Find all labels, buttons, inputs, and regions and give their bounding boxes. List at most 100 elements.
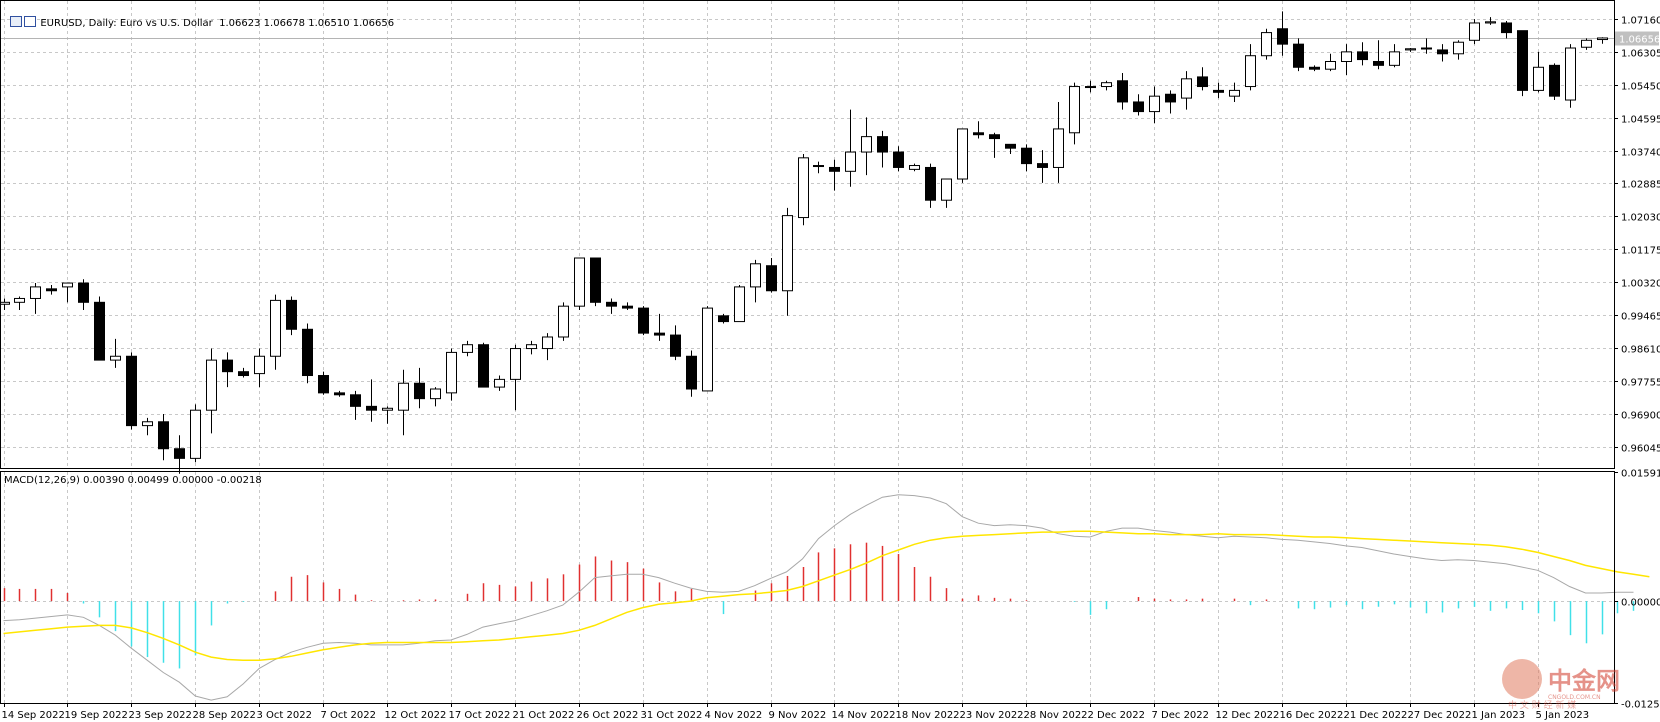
candle-body-bear xyxy=(478,344,489,388)
candle xyxy=(558,302,569,341)
candle xyxy=(494,375,505,391)
y-tick-label: 1.04595 xyxy=(1621,115,1660,126)
x-tick-label: 18 Nov 2022 xyxy=(896,710,960,721)
candle xyxy=(574,257,585,311)
candle xyxy=(190,404,201,463)
x-tick-label: 23 Sep 2022 xyxy=(129,710,192,721)
candle xyxy=(1453,40,1464,60)
x-tick-label: 7 Oct 2022 xyxy=(321,710,376,721)
candle xyxy=(638,306,649,336)
candle xyxy=(1501,21,1512,39)
candle-body-bear xyxy=(989,134,1000,140)
macd-line xyxy=(3,494,1634,701)
candle-body-bull xyxy=(430,388,441,400)
candle-body-bull xyxy=(270,299,281,357)
chart-header: EURUSD, Daily: Euro vs U.S. Dollar 1.066… xyxy=(4,5,394,29)
candle-body-bull xyxy=(1405,48,1416,51)
candle-body-bear xyxy=(318,375,329,394)
candle xyxy=(1149,86,1160,124)
candle-body-bull xyxy=(1261,32,1272,57)
candle-body-bull xyxy=(462,344,473,353)
candle xyxy=(1357,42,1368,66)
candle-body-bull xyxy=(909,165,920,170)
candle-body-bear xyxy=(222,359,233,373)
x-tick-label: 28 Sep 2022 xyxy=(193,710,256,721)
candle xyxy=(286,296,297,336)
candle xyxy=(813,161,824,174)
candle xyxy=(1533,51,1544,93)
symbol-description: Euro vs U.S. Dollar xyxy=(119,18,213,29)
x-tick-label: 14 Sep 2022 xyxy=(2,710,65,721)
candle xyxy=(270,294,281,370)
candle xyxy=(1277,11,1288,56)
candle-body-bull xyxy=(0,301,10,305)
candle-body-bull xyxy=(1069,86,1080,134)
candle xyxy=(1197,67,1208,91)
x-tick-label: 26 Oct 2022 xyxy=(577,710,639,721)
y-tick-label: 1.05450 xyxy=(1621,82,1660,93)
watermark-site: CNGOLD.COM.CN xyxy=(1548,694,1601,701)
macd-pane[interactable] xyxy=(3,494,1650,701)
candle-body-bear xyxy=(238,371,249,377)
candle xyxy=(94,296,105,361)
candle xyxy=(366,379,377,422)
candle xyxy=(0,298,10,311)
candle-body-bear xyxy=(1517,30,1528,91)
candle xyxy=(1229,82,1240,102)
x-tick-label: 17 Oct 2022 xyxy=(449,710,511,721)
y-tick-label: 0.97755 xyxy=(1621,378,1660,389)
watermark-brand: 中金网 xyxy=(1548,667,1620,695)
candle xyxy=(622,302,633,311)
candle xyxy=(158,414,169,461)
candle-body-bear xyxy=(1373,60,1384,66)
candle-body-bear xyxy=(654,332,665,336)
candle-body-bear xyxy=(94,301,105,361)
candle xyxy=(334,390,345,397)
candle-body-bear xyxy=(366,405,377,411)
candle xyxy=(845,109,856,187)
y-tick-label: 1.02030 xyxy=(1621,213,1660,224)
candle-body-bull xyxy=(734,286,745,323)
candle xyxy=(238,367,249,378)
candle-body-bear xyxy=(1293,43,1304,68)
x-tick-label: 21 Oct 2022 xyxy=(513,710,575,721)
candle-body-bear xyxy=(126,355,137,427)
candle-body-bull xyxy=(782,215,793,292)
candle-body-bull xyxy=(398,382,409,411)
candle-body-bear xyxy=(302,328,313,377)
candle-body-bear xyxy=(1005,143,1016,149)
x-tick-label: 21 Dec 2022 xyxy=(1344,710,1408,721)
x-tick-label: 27 Dec 2022 xyxy=(1408,710,1472,721)
current-price-label: 1.06656 xyxy=(1619,35,1660,46)
candle-body-bull xyxy=(142,421,153,427)
candle-body-bull xyxy=(1229,89,1240,97)
y-tick-label: 1.01175 xyxy=(1621,246,1660,257)
candle xyxy=(893,146,904,172)
candle-body-bear xyxy=(334,392,345,396)
y-tick-label: 1.07160 xyxy=(1621,16,1660,27)
price-pane[interactable] xyxy=(0,11,1614,474)
x-tick-label: 12 Oct 2022 xyxy=(385,710,447,721)
candle xyxy=(142,417,153,436)
candle xyxy=(909,163,920,172)
candle xyxy=(1117,73,1128,110)
candle xyxy=(606,298,617,314)
candle xyxy=(1389,44,1400,68)
candle xyxy=(1101,80,1112,91)
x-tick-label: 31 Oct 2022 xyxy=(641,710,703,721)
candle xyxy=(302,323,313,384)
candle-body-bull xyxy=(813,165,824,168)
y-tick-label: 1.06305 xyxy=(1621,49,1660,60)
candle-body-bear xyxy=(893,151,904,168)
candle-body-bull xyxy=(798,157,809,219)
candle-body-bear xyxy=(877,136,888,153)
candle-body-bear xyxy=(1197,76,1208,88)
x-tick-label: 1 Jan 2023 xyxy=(1472,710,1526,721)
candle-body-bull xyxy=(1581,39,1592,48)
candle-body-bear xyxy=(606,301,617,307)
candle-body-bear xyxy=(350,394,361,407)
candle-body-bear xyxy=(718,315,729,323)
candle xyxy=(782,207,793,316)
candle xyxy=(1245,44,1256,91)
